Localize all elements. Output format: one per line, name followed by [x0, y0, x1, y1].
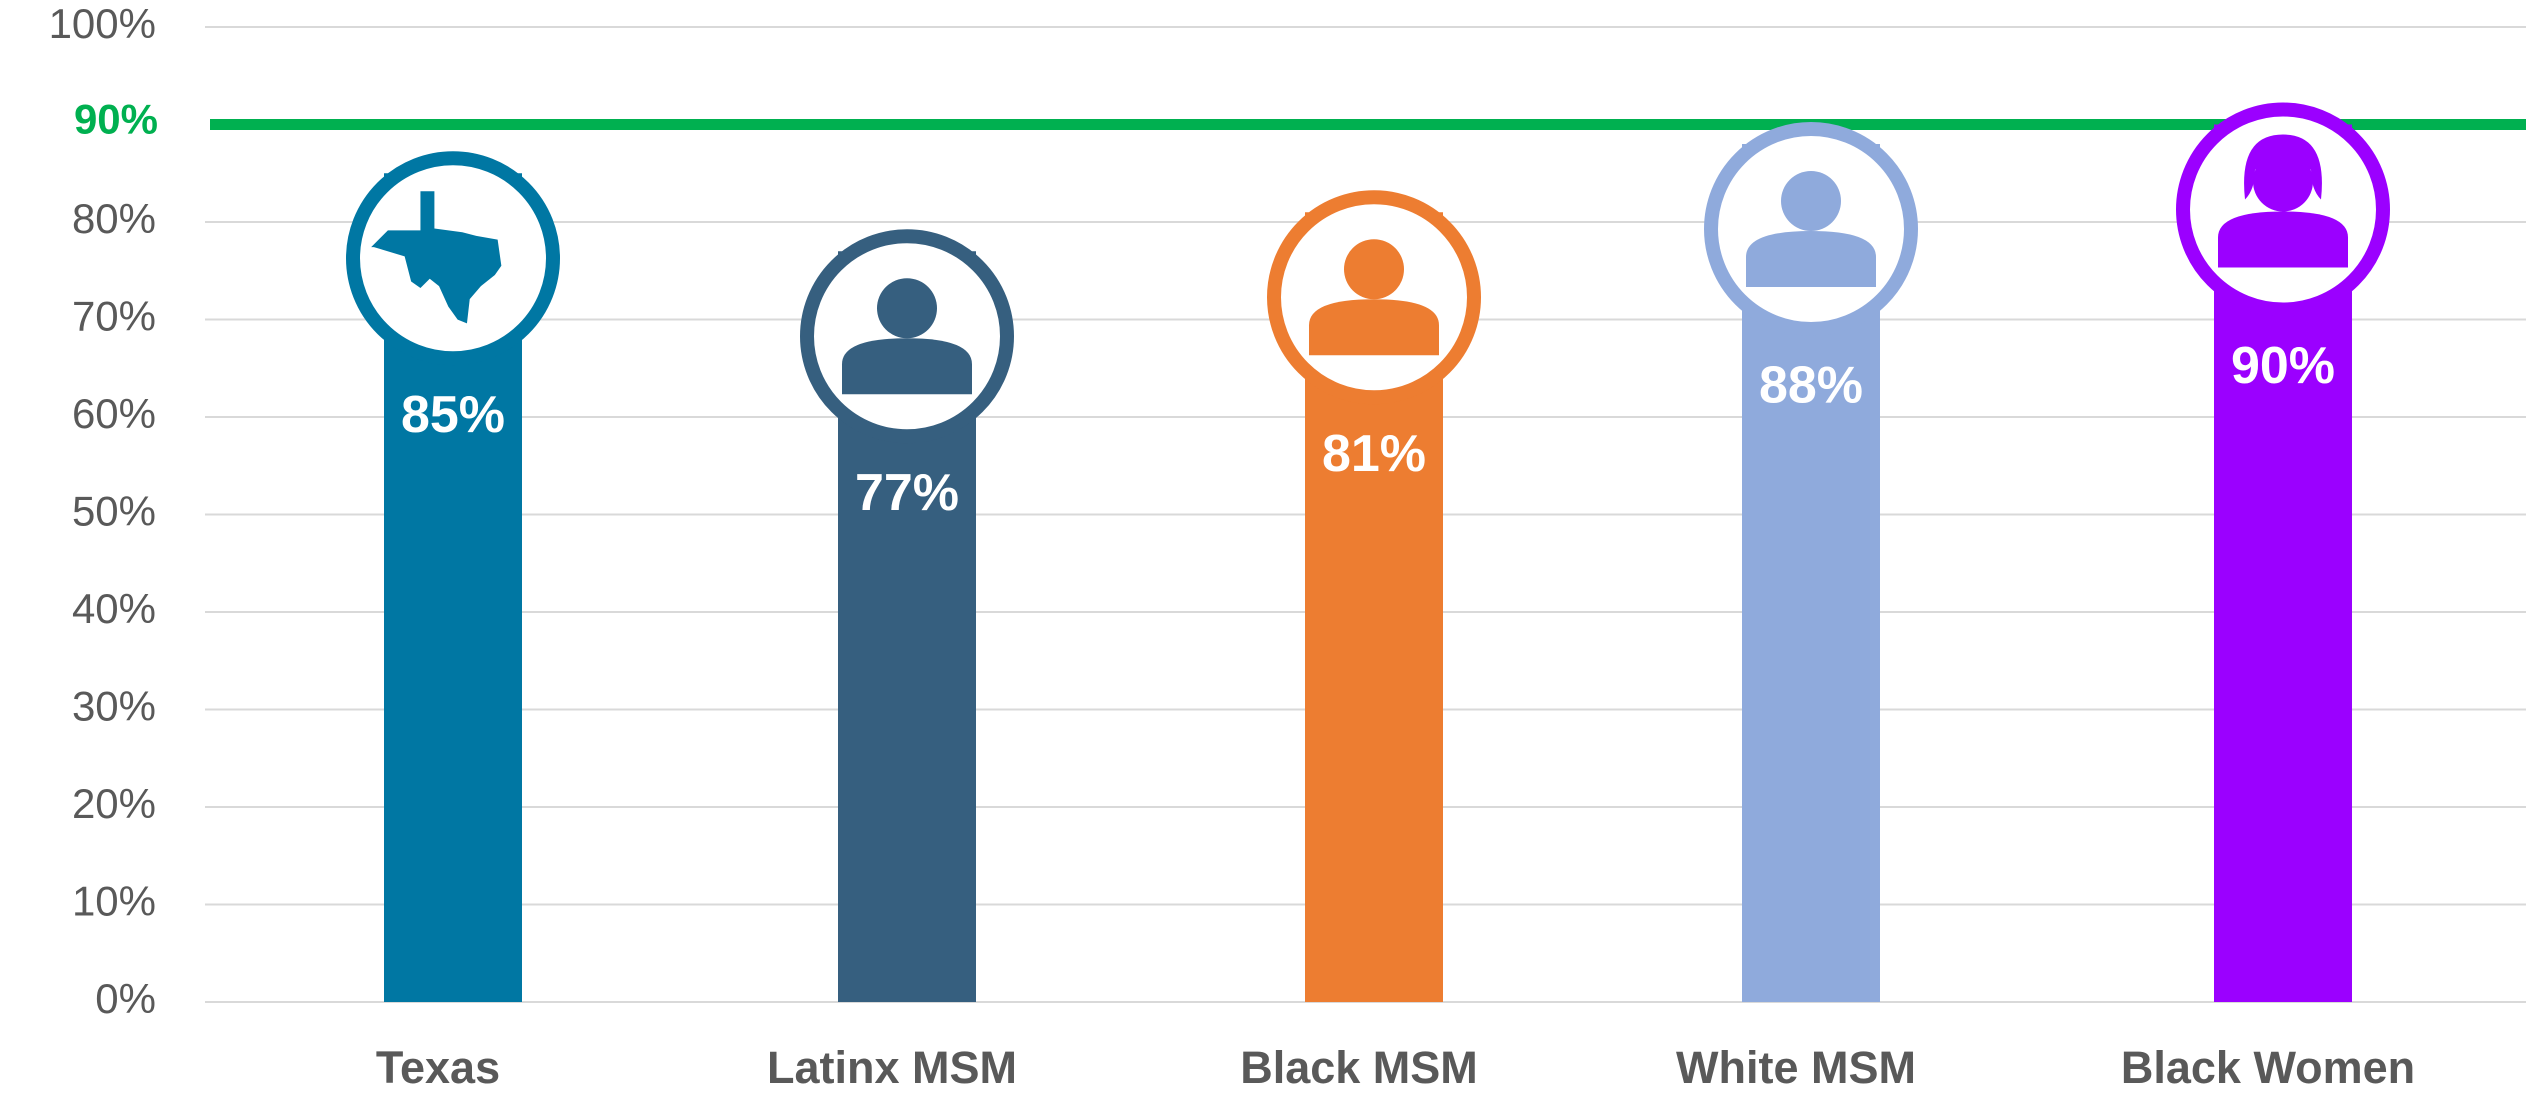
icon-head	[1344, 239, 1404, 300]
target-label: 90%	[74, 96, 158, 143]
y-tick-label: 80%	[72, 195, 156, 242]
x-tick-label: Black Women	[2121, 1042, 2415, 1093]
icon-head	[1781, 171, 1841, 231]
x-tick-label: Black MSM	[1240, 1042, 1478, 1093]
x-tick-label: Texas	[376, 1042, 500, 1093]
y-tick-label: 20%	[72, 780, 156, 827]
y-tick-label: 60%	[72, 390, 156, 437]
texas-icon	[371, 191, 502, 324]
x-tick-label: Latinx MSM	[767, 1042, 1017, 1093]
icon-body	[1309, 299, 1439, 356]
y-tick-label: 70%	[72, 293, 156, 340]
x-tick-label: White MSM	[1676, 1042, 1916, 1093]
icon-hair	[2244, 134, 2322, 200]
icon-body	[2218, 211, 2348, 268]
y-tick-label: 100%	[49, 0, 156, 47]
y-tick-label: 30%	[72, 683, 156, 730]
value-label: 77%	[855, 464, 959, 522]
icon-body	[842, 338, 972, 395]
y-tick-label: 10%	[72, 878, 156, 925]
value-label: 90%	[2231, 337, 2335, 395]
y-tick-label: 40%	[72, 585, 156, 632]
y-tick-label: 50%	[72, 488, 156, 535]
icon-head	[877, 278, 937, 339]
y-tick-label: 0%	[95, 975, 156, 1022]
value-label: 88%	[1759, 357, 1863, 415]
icon-body	[1746, 231, 1876, 287]
value-label: 81%	[1322, 425, 1426, 483]
value-label: 85%	[401, 386, 505, 444]
